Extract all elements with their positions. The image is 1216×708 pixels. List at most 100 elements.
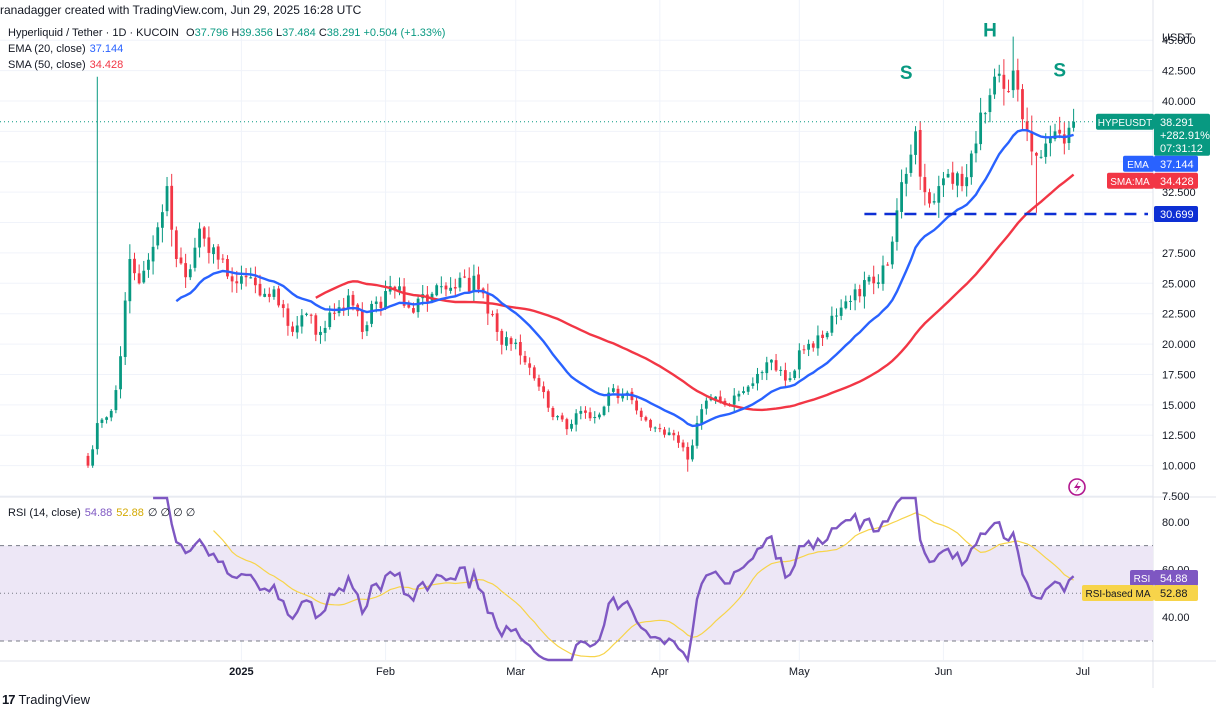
candle [830,306,834,336]
candle-body [704,400,708,409]
candle-body [523,355,527,363]
candle-body [453,286,457,289]
candle [918,121,922,190]
candle [151,235,155,275]
candle [467,267,471,294]
candle-body [216,246,220,260]
candle [305,312,308,317]
candle-body [579,410,583,414]
candle [635,397,638,415]
ema-badge [1123,155,1154,172]
candle [472,264,476,302]
candle-body [300,315,304,327]
candle-body [974,143,978,154]
candle-body [890,241,894,265]
candle-body [142,270,146,283]
candle [928,188,931,208]
rsi-ma-line [213,512,1074,658]
candle-body [993,76,996,95]
candle-body [602,406,606,415]
price-tick-label: 10.000 [1162,461,1196,473]
candle-body [793,370,797,379]
candle-body [895,210,899,242]
candle [570,419,573,432]
price-tick-label: 42.500 [1162,66,1196,78]
candle [109,409,113,422]
candle [765,356,769,381]
candle-body [849,300,852,302]
candle [295,316,299,339]
candle-body [179,257,183,264]
candle [314,313,318,342]
candle [663,426,666,438]
candle [165,176,169,217]
candle-body [128,259,132,302]
sma-badge [1107,172,1154,189]
candle-body [946,173,950,178]
candle-body [263,293,267,297]
candle-body [635,400,638,411]
candle [890,236,894,269]
candle [188,264,192,281]
candle [537,374,541,391]
candle-body [937,186,941,203]
legend-sma[interactable]: SMA (50, close) 34.428 [8,59,123,71]
candle [793,369,797,381]
candle-body [760,372,764,374]
candle-body [235,281,239,284]
candle [360,302,364,340]
candle-body [528,363,532,368]
candle-body [207,237,211,253]
candle [895,198,899,251]
legend-rsi-ma-value: 52.88 [116,507,144,519]
candle [1011,36,1015,98]
candle-body [565,419,569,430]
candle-body [653,427,657,429]
candle-body [100,419,104,423]
candle-body [774,360,778,371]
candle-body [853,289,857,301]
candle-body [658,427,662,430]
candle-body [1025,121,1029,132]
price-tick-label: 12.500 [1162,430,1196,442]
candle [449,277,453,294]
candle [881,255,885,291]
candle [653,426,657,433]
candle-body [737,393,741,397]
support-badge-text: 30.699 [1160,209,1194,221]
candle-body [105,417,108,420]
flash-icon-bolt [1074,481,1081,493]
candle [988,88,992,123]
tradingview-brand[interactable]: 17 TradingView [2,692,90,707]
candle [147,253,150,278]
candle [137,264,141,285]
legend-rsi-label: RSI (14, close) [8,507,81,519]
candle [932,193,936,205]
candle-body [412,308,415,313]
candle-body [137,273,141,284]
candle [756,367,759,391]
candle-body [86,455,90,466]
legend-rsi[interactable]: RSI (14, close) 54.88 52.88 ∅ ∅ ∅ ∅ [8,506,195,519]
candle [588,407,592,422]
candle [509,336,513,351]
candle-body [505,337,508,346]
price-tick-label: 7.500 [1162,491,1190,503]
candle [565,417,569,435]
candle-body [983,113,987,115]
pattern-label: S [1053,61,1066,82]
candle-body [681,442,685,448]
candle-body [621,394,625,399]
candle [1039,149,1043,159]
candle [611,383,615,394]
candle-body [212,247,215,255]
pattern-label: H [983,21,997,42]
candle-body [309,314,313,316]
candle [439,276,443,294]
legend-ohlc: O37.796 H39.356 L37.484 C38.291 +0.504 (… [182,27,445,39]
rsi-ma-badge-text: RSI-based MA [1085,589,1150,600]
candle [825,330,829,340]
candle [946,168,950,178]
legend-ema[interactable]: EMA (20, close) 37.144 [8,43,123,55]
